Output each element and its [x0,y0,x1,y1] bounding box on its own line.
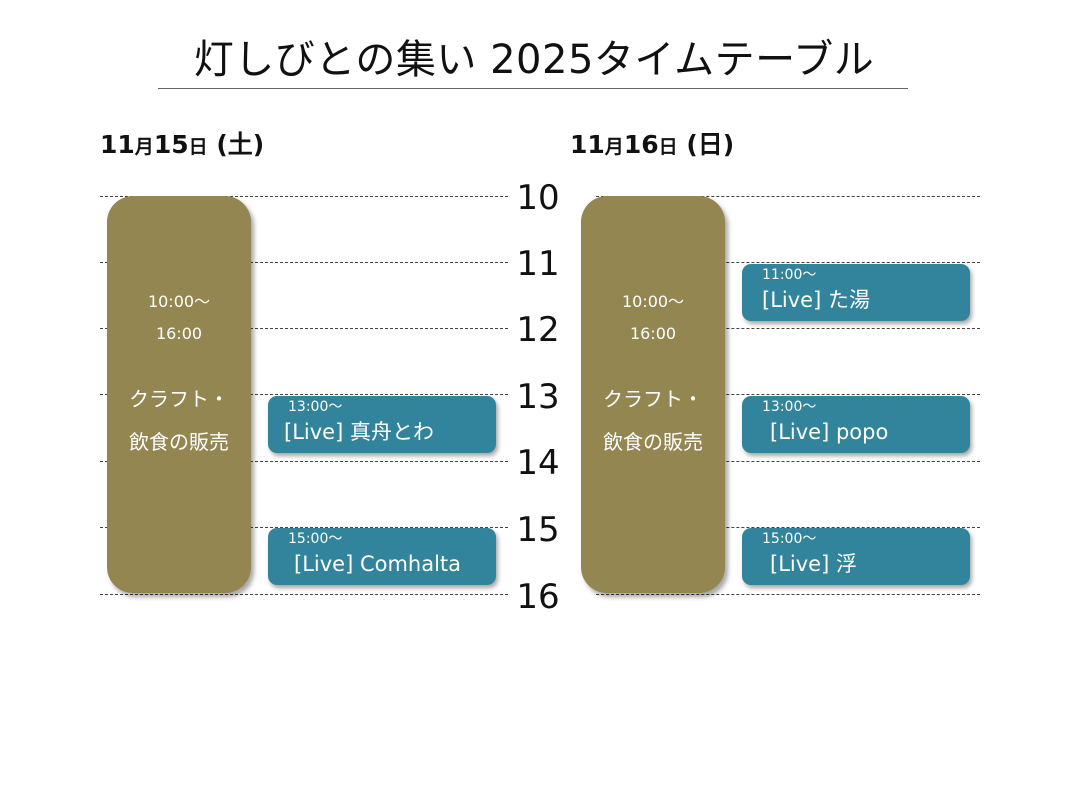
live-time: 15:00〜 [762,531,817,547]
craft-time-start: 10:00〜 [147,292,211,311]
hour-label: 13 [516,377,560,417]
live-name: [Live] popo [770,420,889,444]
day-number: 15 [153,130,189,159]
day-label-sat: 11月15日 (土) [100,128,264,164]
craft-name-line1: クラフト・ [603,387,703,411]
live-name: [Live] Comhalta [294,552,462,576]
live-time: 15:00〜 [288,531,343,547]
gridline-left-16 [100,594,508,595]
day-month-suffix: 月 [134,136,154,158]
craft-time-end: 16:00 [629,324,677,343]
hour-label: 12 [516,310,560,350]
sun-live-block-1: 11:00〜 [Live] た湯 [742,264,970,321]
gridline-right-10 [596,196,980,197]
gridline-right-12 [596,328,980,329]
day-of-week: (日) [677,130,735,159]
gridline-left-15 [100,527,508,528]
page-title: 灯しびとの集い 2025タイムテーブル [193,37,875,83]
hour-label: 10 [516,178,560,218]
day-suffix: 日 [188,136,208,158]
day-of-week: (土) [207,130,265,159]
title-underline [158,88,908,89]
gridline-left-13 [100,394,508,395]
day-month-number: 11 [570,130,605,159]
gridline-left-12 [100,328,508,329]
gridline-left-10 [100,196,508,197]
gridline-right-13 [596,394,980,395]
live-time: 13:00〜 [762,399,817,415]
day-month-suffix: 月 [604,136,624,158]
craft-name-line1: クラフト・ [129,387,229,411]
sun-live-block-2: 13:00〜 [Live] popo [742,396,970,453]
day-suffix: 日 [658,136,678,158]
craft-name-line2: 飲食の販売 [129,430,229,454]
sun-live-block-3: 15:00〜 [Live] 浮 [742,528,970,585]
craft-time-end: 16:00 [155,324,203,343]
gridline-right-16 [596,594,980,595]
craft-name-line2: 飲食の販売 [603,430,703,454]
day-number: 16 [623,130,659,159]
live-name: [Live] た湯 [762,288,870,312]
live-time: 11:00〜 [762,267,817,283]
sat-craft-block: 10:00〜 16:00 クラフト・ 飲食の販売 [107,196,251,593]
gridline-right-11 [596,262,980,263]
gridline-left-11 [100,262,508,263]
day-month-number: 11 [100,130,135,159]
sun-craft-block: 10:00〜 16:00 クラフト・ 飲食の販売 [581,196,725,593]
live-name: [Live] 浮 [770,552,857,576]
hour-label: 16 [516,577,560,617]
day-label-sun: 11月16日 (日) [570,128,734,164]
hour-label: 15 [516,510,560,550]
hour-label: 14 [516,443,560,483]
sat-live-block-2: 15:00〜 [Live] Comhalta [268,528,496,585]
live-time: 13:00〜 [288,399,343,415]
gridline-right-14 [596,461,980,462]
hour-label: 11 [516,244,560,284]
gridline-left-14 [100,461,508,462]
craft-time-start: 10:00〜 [621,292,685,311]
live-name: [Live] 真舟とわ [284,420,434,444]
gridline-right-15 [596,527,980,528]
sat-live-block-1: 13:00〜 [Live] 真舟とわ [268,396,496,453]
